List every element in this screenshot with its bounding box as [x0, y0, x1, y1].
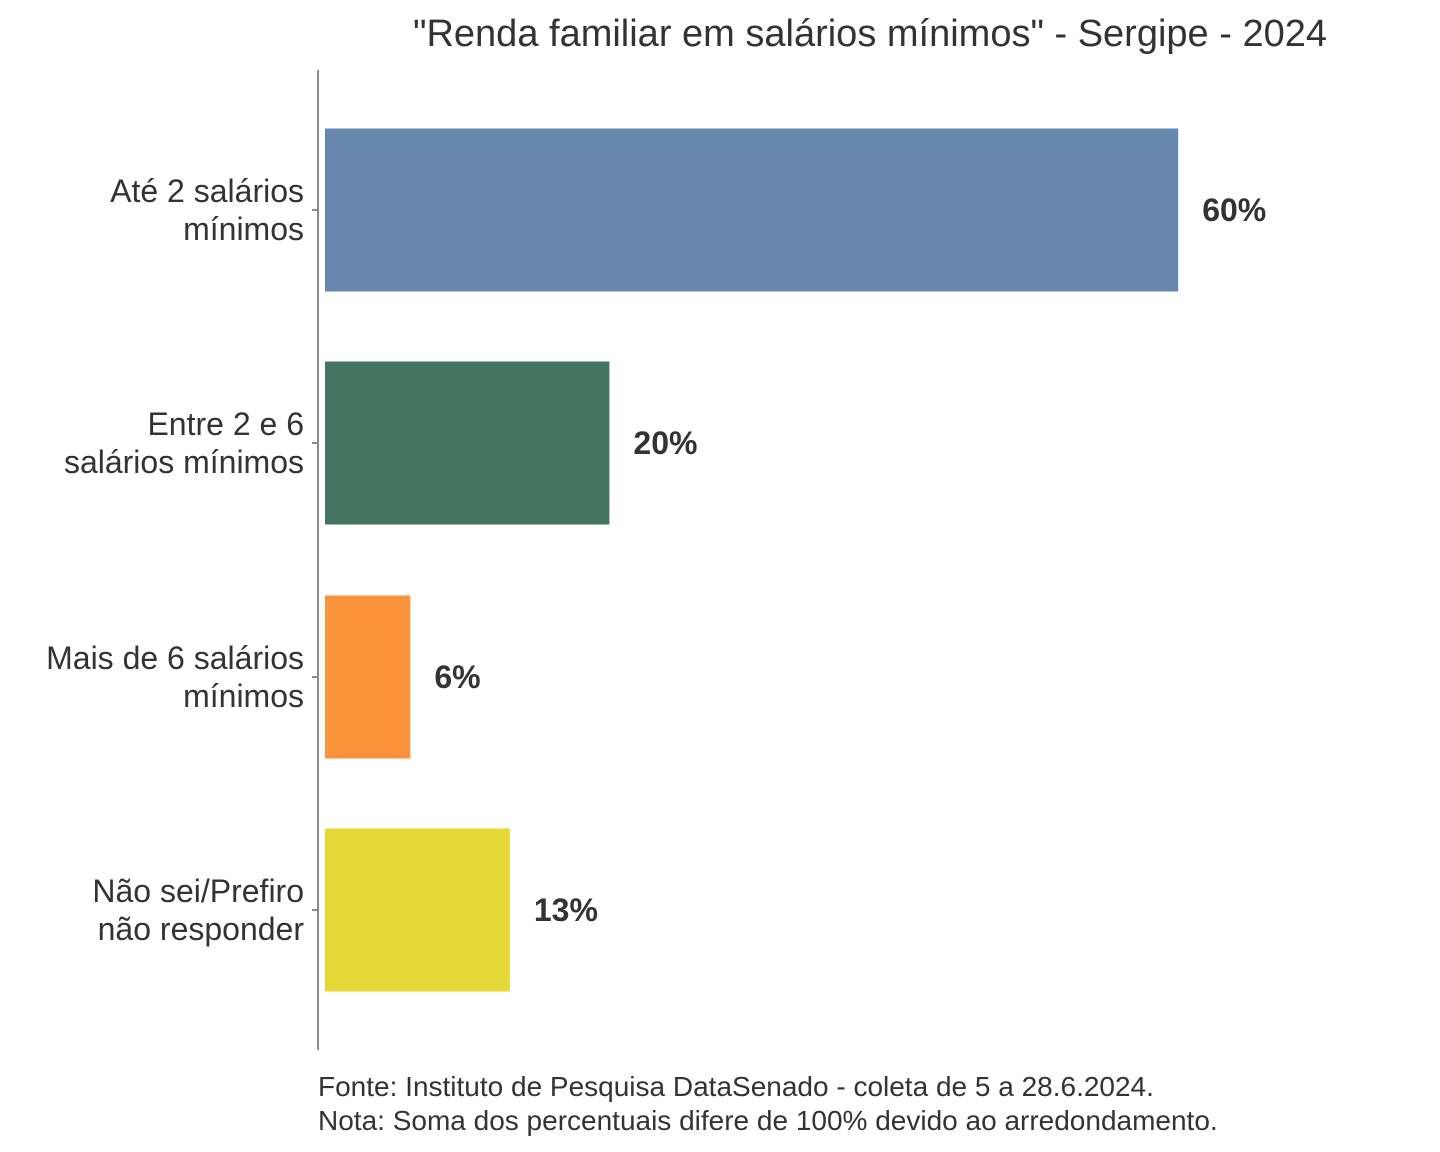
chart-marks: Até 2 salários mínimos 60% Entre 2 e 6 salár… [46, 128, 1266, 992]
category-label-2: Entre 2 e 6 salários mínimos [64, 406, 304, 480]
source-note: Fonte: Instituto de Pesquisa DataSenado … [318, 1071, 1154, 1102]
bar-2 [325, 361, 610, 525]
category-label-4: Não sei/Prefiro não responder [92, 873, 304, 947]
chart-title: "Renda familiar em salários mínimos" - S… [413, 13, 1327, 55]
value-label-3: 6% [434, 659, 480, 695]
rounding-note: Nota: Soma dos percentuais difere de 100… [318, 1105, 1218, 1136]
value-label-2: 20% [633, 425, 697, 461]
category-label-1: Até 2 salários mínimos [110, 173, 304, 247]
value-label-1: 60% [1202, 192, 1266, 228]
bar-3 [325, 595, 411, 759]
value-label-4: 13% [534, 892, 598, 928]
bar-1 [325, 128, 1179, 292]
bar-4 [325, 828, 510, 992]
category-label-3: Mais de 6 salários mínimos [46, 640, 304, 714]
